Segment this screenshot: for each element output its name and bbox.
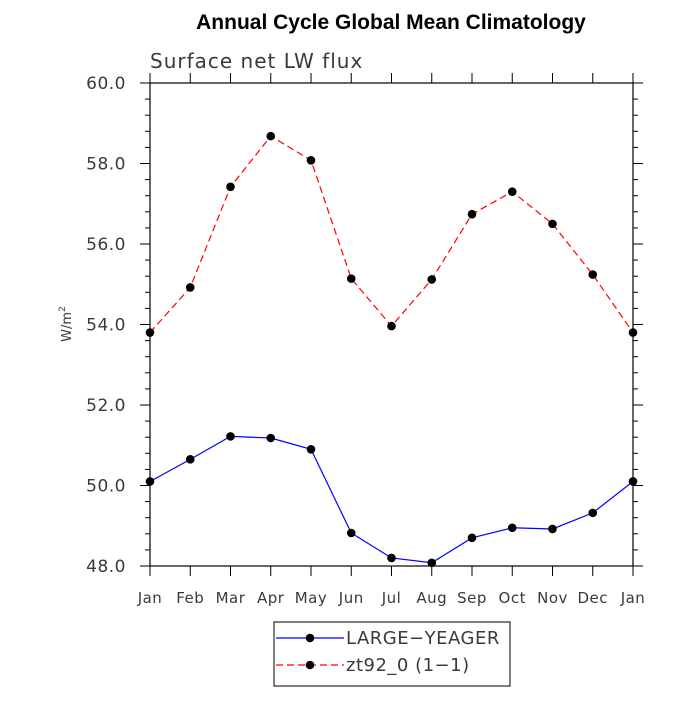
x-tick-label: Sep	[457, 589, 487, 607]
legend-label: zt92_0 (1−1)	[346, 655, 470, 676]
y-axis-label-superscript: 2	[58, 306, 68, 312]
data-point	[185, 283, 195, 292]
y-tick-label: 54.0	[86, 316, 126, 336]
data-point	[467, 209, 477, 219]
x-tick-label: Jan	[137, 589, 163, 607]
data-point	[628, 328, 638, 337]
y-axis: 48.0 50.0 52.0 54.0 56.0 58.0 60.0	[86, 74, 643, 577]
x-tick-label: Jul	[381, 589, 402, 607]
chart-subtitle: Surface net LW flux	[150, 49, 363, 73]
series-2	[145, 131, 638, 337]
legend-marker	[305, 660, 315, 670]
data-point	[507, 523, 517, 533]
y-tick-label: 48.0	[86, 557, 126, 577]
y-tick-label: 52.0	[86, 396, 126, 416]
svg-text:W/m2: W/m2	[58, 306, 75, 342]
data-point	[145, 477, 155, 486]
x-axis: Jan Feb Mar Apr May Jun Jul Aug Sep Oct Nov Dec Jan	[137, 73, 646, 607]
data-point	[346, 528, 356, 538]
data-point	[387, 553, 396, 563]
data-point	[185, 455, 195, 464]
data-point	[548, 219, 557, 229]
x-tick-label: Apr	[257, 589, 285, 607]
y-tick-label: 58.0	[86, 155, 126, 175]
x-tick-label: Jun	[338, 589, 364, 607]
series-1	[145, 432, 638, 568]
data-point	[306, 155, 316, 165]
series-layer	[145, 131, 638, 568]
y-tick-label: 60.0	[86, 74, 126, 94]
data-point	[507, 187, 517, 196]
data-point	[266, 131, 276, 141]
data-point	[346, 274, 356, 283]
series-line	[149, 435, 634, 564]
legend-label: LARGE−YEAGER	[346, 628, 500, 649]
legend-box	[273, 621, 511, 687]
y-tick-label: 56.0	[86, 235, 126, 255]
data-point	[145, 328, 155, 337]
chart-title: Annual Cycle Global Mean Climatology	[196, 11, 586, 34]
data-point	[306, 444, 316, 454]
x-tick-label: Dec	[577, 589, 608, 607]
x-tick-label: Oct	[499, 589, 526, 607]
x-tick-label: May	[295, 589, 328, 607]
data-point	[588, 270, 598, 279]
legend-marker	[305, 633, 315, 643]
data-point	[387, 321, 396, 331]
y-axis-label: W/m2	[58, 306, 75, 342]
data-point	[226, 432, 235, 441]
data-point	[226, 182, 235, 192]
data-point	[467, 533, 477, 543]
x-tick-label: Jan	[620, 589, 646, 607]
x-tick-label: Aug	[416, 589, 447, 607]
y-axis-label-text: W/m	[60, 312, 75, 342]
x-tick-label: Mar	[216, 589, 246, 607]
data-point	[266, 433, 276, 443]
data-point	[427, 558, 437, 568]
x-tick-label: Feb	[176, 589, 204, 607]
data-point	[628, 477, 638, 486]
data-point	[427, 275, 437, 284]
y-tick-label: 50.0	[86, 477, 126, 497]
series-line	[149, 135, 634, 333]
data-point	[588, 508, 598, 518]
x-tick-label: Nov	[537, 589, 568, 607]
data-point	[548, 524, 557, 534]
legend: LARGE−YEAGER zt92_0 (1−1)	[273, 621, 511, 687]
